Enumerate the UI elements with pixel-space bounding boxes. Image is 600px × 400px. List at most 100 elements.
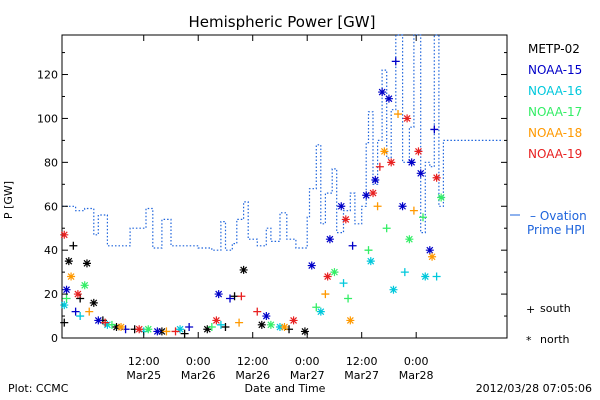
data-point-north: [425, 246, 434, 255]
data-point-south: [69, 241, 78, 250]
data-point-south: [76, 312, 85, 321]
marker-legend-label: north: [540, 333, 570, 346]
data-point-north: [239, 265, 248, 274]
data-point-north: [212, 316, 221, 325]
footer-timestamp: 2012/03/28 07:05:06: [476, 382, 592, 395]
data-point-north: [266, 320, 275, 329]
x-axis-label: Date and Time: [245, 382, 326, 395]
data-point-south: [409, 206, 418, 215]
data-point-north: [398, 202, 407, 211]
y-tick-label: 20: [44, 288, 58, 301]
data-point-north: [389, 285, 398, 294]
marker-legend-label: south: [540, 302, 571, 315]
y-tick-label: 0: [51, 332, 58, 345]
data-point-north: [60, 301, 69, 310]
data-point-north: [371, 175, 380, 184]
data-point-north: [82, 259, 91, 268]
marker-legend-symbol: +: [526, 303, 535, 316]
data-point-north: [432, 173, 441, 182]
data-point-south: [321, 290, 330, 299]
x-tick-label-date: Mar26: [235, 369, 270, 382]
data-point-south: [418, 213, 427, 222]
data-point-south: [162, 327, 171, 336]
data-point-north: [407, 158, 416, 167]
data-point-north: [103, 320, 112, 329]
data-point-north: [135, 325, 144, 334]
data-point-north: [300, 327, 309, 336]
data-point-north: [176, 325, 185, 334]
data-point-south: [237, 292, 246, 301]
data-point-south: [373, 202, 382, 211]
data-point-north: [275, 323, 284, 332]
legend-entry: NOAA-19: [528, 147, 582, 161]
data-point-south: [253, 307, 262, 316]
x-tick-label-time: 12:00: [128, 355, 160, 368]
ovation-legend-label-2: Prime HPI: [527, 223, 585, 237]
data-point-south: [85, 307, 94, 316]
data-point-north: [316, 307, 325, 316]
legend-entry: NOAA-16: [528, 84, 582, 98]
data-point-south: [185, 323, 194, 332]
data-point-south: [60, 318, 69, 327]
data-point-north: [346, 316, 355, 325]
data-point-south: [394, 110, 403, 119]
x-tick-label-date: Mar26: [181, 369, 216, 382]
data-point-south: [400, 268, 409, 277]
data-point-north: [387, 158, 396, 167]
data-point-south: [382, 224, 391, 233]
data-point-south: [391, 57, 400, 66]
data-point-north: [64, 257, 73, 266]
y-axis-ticks: 0 20 40 60 80 100 120: [37, 52, 507, 345]
y-tick-label: 60: [44, 200, 58, 213]
data-point-south: [432, 272, 441, 281]
data-point-north: [289, 316, 298, 325]
data-point-north: [341, 215, 350, 224]
x-tick-label-date: Mar25: [126, 369, 161, 382]
x-tick-label-date: Mar28: [399, 369, 434, 382]
data-point-north: [112, 323, 121, 332]
data-point-south: [62, 294, 71, 303]
ovation-prime-hpi-line: [62, 34, 503, 251]
y-tick-label: 80: [44, 156, 58, 169]
data-point-north: [94, 316, 103, 325]
chart-title: Hemispheric Power [GW]: [189, 13, 376, 31]
x-tick-label-time: 12:00: [237, 355, 269, 368]
x-tick-label-time: 0:00: [295, 355, 320, 368]
footer-credit: Plot: CCMC: [8, 382, 69, 395]
data-point-south: [221, 323, 230, 332]
y-tick-label: 120: [37, 69, 58, 82]
data-point-south: [235, 318, 244, 327]
data-point-north: [384, 94, 393, 103]
data-point-south: [312, 303, 321, 312]
data-point-north: [153, 327, 162, 336]
plot-frame: [61, 34, 508, 339]
data-point-south: [216, 320, 225, 329]
data-point-north: [60, 230, 69, 239]
x-tick-label-time: 12:00: [346, 355, 378, 368]
data-point-south: [71, 307, 80, 316]
data-point-north: [73, 290, 82, 299]
legend-entry: METP-02: [528, 42, 580, 56]
data-point-south: [226, 294, 235, 303]
data-point-south: [171, 327, 180, 336]
data-point-north: [157, 327, 166, 336]
ovation-line: [62, 34, 503, 251]
data-point-north: [257, 320, 266, 329]
legend-entry: NOAA-15: [528, 63, 582, 77]
ovation-legend-label-1: – Ovation: [530, 209, 587, 223]
data-point-north: [323, 272, 332, 281]
data-point-north: [369, 189, 378, 198]
data-point-north: [378, 88, 387, 97]
x-tick-label-time: 0:00: [186, 355, 211, 368]
data-point-north: [262, 312, 271, 321]
data-point-south: [364, 246, 373, 255]
data-point-north: [421, 272, 430, 281]
y-tick-label: 100: [37, 112, 58, 125]
data-point-north: [62, 285, 71, 294]
x-tick-label-time: 0:00: [404, 355, 429, 368]
data-point-south: [375, 162, 384, 171]
data-point-north: [380, 147, 389, 156]
data-point-north: [362, 191, 371, 200]
data-point-south: [207, 323, 216, 332]
